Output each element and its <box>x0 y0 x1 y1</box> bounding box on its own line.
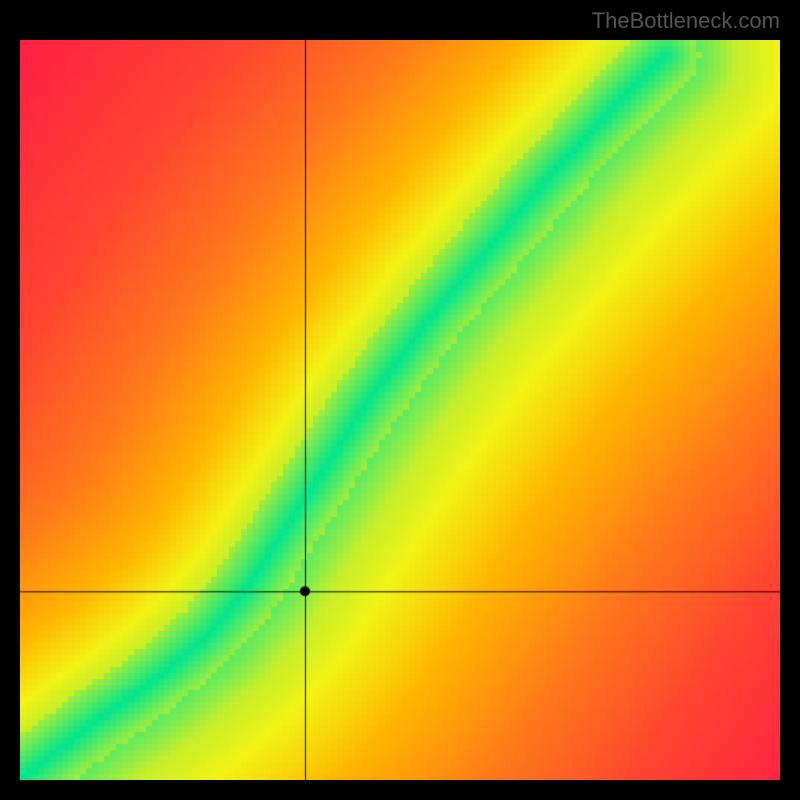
watermark-text: TheBottleneck.com <box>592 8 780 34</box>
heatmap-canvas <box>20 40 780 780</box>
bottleneck-heatmap <box>20 40 780 780</box>
